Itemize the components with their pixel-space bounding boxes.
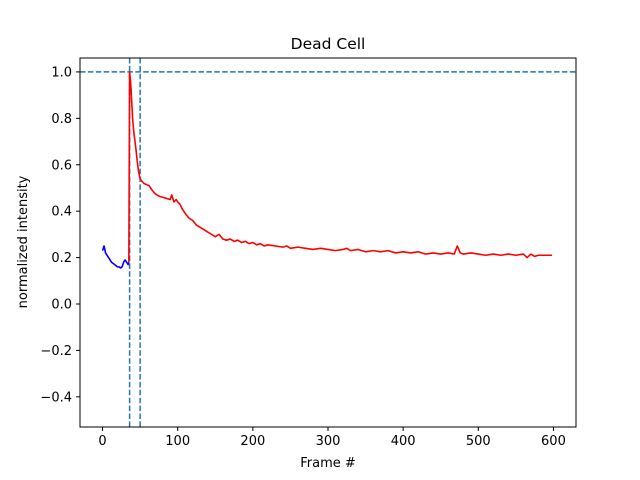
y-tick-label: −0.2 (40, 344, 72, 359)
y-tick-label: −0.4 (40, 390, 72, 405)
y-tick-label: 1.0 (51, 65, 72, 80)
x-tick-label: 300 (316, 434, 341, 449)
x-tick-label: 100 (165, 434, 190, 449)
series-line-1 (128, 71, 552, 263)
y-axis-ticks: −0.4 −0.2 0.0 0.2 0.4 0.6 0.8 1.0 (40, 65, 80, 405)
y-tick-label: 0.4 (51, 205, 72, 220)
y-tick-label: 0.8 (51, 112, 72, 127)
x-tick-label: 600 (541, 434, 566, 449)
x-tick-label: 400 (391, 434, 416, 449)
x-tick-label: 500 (466, 434, 491, 449)
plot-frame (79, 57, 577, 428)
x-tick-label: 0 (98, 434, 106, 449)
x-tick-label: 200 (240, 434, 265, 449)
series-line-0 (101, 245, 130, 269)
chart-title: Dead Cell (291, 35, 366, 53)
y-tick-label: 0.0 (51, 298, 72, 313)
x-axis-ticks: 0 100 200 300 400 500 600 (98, 427, 566, 449)
x-axis-label: Frame # (300, 456, 356, 471)
y-tick-label: 0.6 (51, 158, 72, 173)
series-layer (101, 71, 552, 269)
y-tick-label: 0.2 (51, 251, 72, 266)
y-axis-label: normalized intensity (16, 175, 31, 308)
